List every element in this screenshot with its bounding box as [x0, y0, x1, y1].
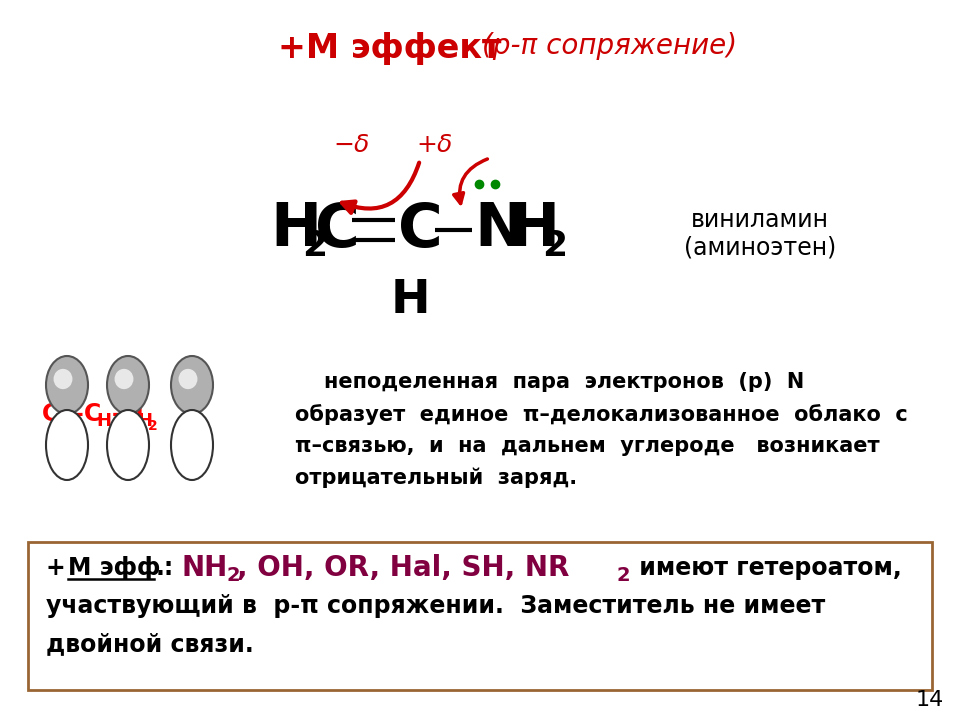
Text: H: H [270, 200, 322, 259]
Text: –: – [72, 402, 84, 426]
Ellipse shape [171, 356, 213, 414]
Text: C: C [42, 402, 60, 426]
Text: имеют гетероатом,: имеют гетероатом, [631, 556, 901, 580]
Ellipse shape [54, 369, 72, 389]
Text: , OH, OR, Hal, SH, NR: , OH, OR, Hal, SH, NR [237, 554, 569, 582]
Text: 2: 2 [148, 419, 157, 433]
Text: неподеленная  пара  электронов  (р)  N: неподеленная пара электронов (р) N [295, 372, 804, 392]
Text: $-\delta$: $-\delta$ [333, 133, 371, 157]
Ellipse shape [107, 410, 149, 480]
Text: π–связью,  и  на  дальнем  углероде   возникает: π–связью, и на дальнем углероде возникае… [295, 436, 879, 456]
Text: +М эффект: +М эффект [278, 32, 502, 65]
Ellipse shape [46, 410, 88, 480]
Ellipse shape [114, 369, 133, 389]
Text: двойной связи.: двойной связи. [46, 632, 253, 656]
Text: 2: 2 [227, 566, 241, 585]
Text: образует  единое  π–делокализованное  облако  с: образует единое π–делокализованное облак… [295, 404, 908, 425]
Text: (р-π сопряжение): (р-π сопряжение) [483, 32, 737, 60]
Text: 14: 14 [916, 690, 944, 710]
Text: 2: 2 [617, 566, 631, 585]
Text: C: C [84, 402, 101, 426]
Text: N: N [124, 402, 144, 426]
FancyArrowPatch shape [342, 163, 420, 213]
Text: участвующий в  р-π сопряжении.  Заместитель не имеет: участвующий в р-π сопряжении. Заместител… [46, 594, 826, 618]
Ellipse shape [179, 369, 198, 389]
Text: H: H [96, 412, 111, 430]
Text: H: H [508, 200, 559, 259]
Ellipse shape [171, 410, 213, 480]
FancyArrowPatch shape [454, 159, 488, 204]
Text: +: + [46, 556, 74, 580]
Ellipse shape [46, 356, 88, 414]
Text: виниламин: виниламин [691, 208, 829, 232]
Text: H: H [137, 412, 152, 430]
Text: –: – [112, 402, 124, 426]
Text: H: H [54, 412, 69, 430]
Text: (аминоэтен): (аминоэтен) [684, 236, 836, 260]
Text: 2: 2 [542, 229, 567, 263]
Text: .:: .: [156, 556, 175, 580]
Text: H: H [390, 278, 430, 323]
Text: N: N [474, 200, 525, 259]
Text: отрицательный  заряд.: отрицательный заряд. [295, 468, 577, 488]
Text: NH: NH [181, 554, 228, 582]
Text: $+\delta$: $+\delta$ [417, 133, 453, 157]
Text: М эфф: М эфф [68, 556, 160, 580]
Text: C: C [315, 200, 360, 259]
FancyBboxPatch shape [28, 542, 932, 690]
Text: 2: 2 [302, 229, 327, 263]
Text: 2: 2 [65, 419, 75, 433]
Ellipse shape [107, 356, 149, 414]
Text: C: C [398, 200, 443, 259]
